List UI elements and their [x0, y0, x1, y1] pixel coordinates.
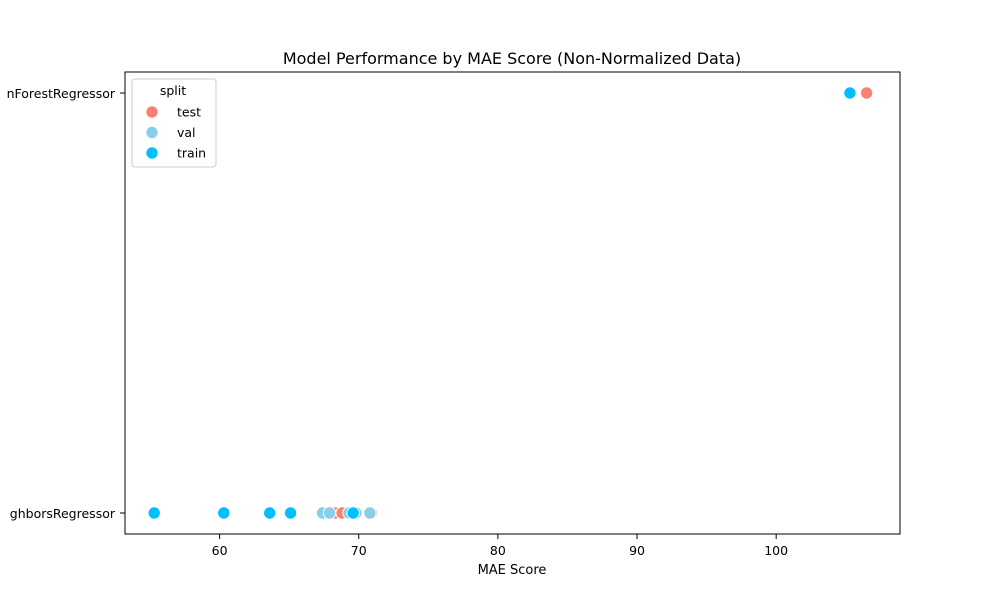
- x-axis: 60 70 80 90 100: [212, 534, 788, 558]
- point-train-3: [263, 506, 277, 520]
- point-train-0: [843, 86, 857, 100]
- points-layer: [147, 86, 874, 520]
- legend-label-val: val: [177, 125, 196, 140]
- point-train-4: [283, 506, 298, 520]
- y-tick-label-0: nForestRegressor: [7, 86, 116, 101]
- point-train-5: [346, 506, 360, 520]
- point-test-0: [859, 86, 874, 100]
- chart-title: Model Performance by MAE Score (Non-Norm…: [283, 49, 741, 68]
- x-tick-label-2: 80: [490, 543, 506, 558]
- legend-entries: test val train: [145, 105, 206, 161]
- legend-marker-val: [145, 125, 159, 140]
- point-train-1: [147, 506, 161, 520]
- x-tick-label-1: 70: [351, 543, 367, 558]
- legend-marker-train: [145, 146, 159, 160]
- legend-label-test: test: [177, 105, 201, 120]
- legend-marker-test: [145, 105, 159, 119]
- legend-label-train: train: [177, 146, 206, 161]
- x-tick-label-0: 60: [212, 543, 228, 558]
- y-tick-label-1: ghborsRegressor: [10, 506, 116, 521]
- legend-frame: [131, 78, 217, 168]
- plot-frame: [124, 71, 901, 535]
- legend: split test val train: [131, 78, 217, 168]
- x-axis-label: MAE Score: [478, 563, 547, 578]
- x-tick-label-3: 90: [629, 543, 645, 558]
- y-axis: nForestRegressor ghborsRegressor: [7, 86, 125, 521]
- x-tick-label-4: 100: [764, 543, 788, 558]
- legend-title: split: [160, 83, 186, 98]
- point-val-5: [363, 506, 377, 520]
- point-val-2: [322, 506, 337, 520]
- point-train-2: [217, 506, 231, 520]
